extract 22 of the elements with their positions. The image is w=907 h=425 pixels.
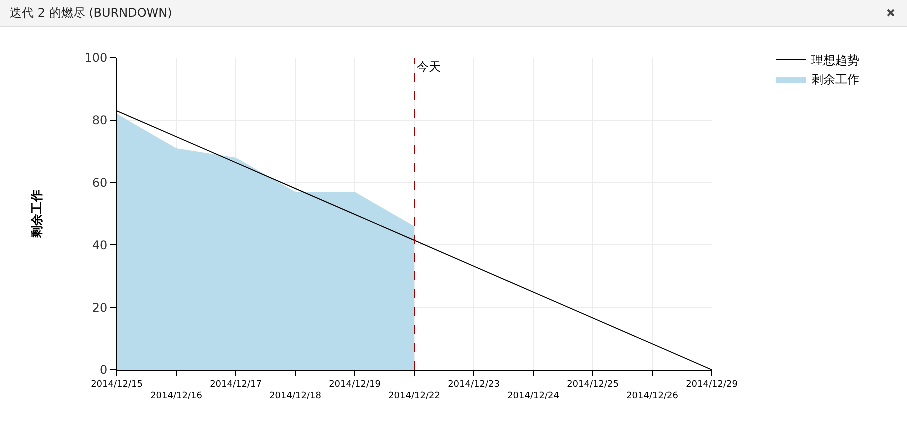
x-tick-label: 2014/12/19 xyxy=(329,380,382,390)
y-tick-label: 100 xyxy=(84,51,108,66)
y-tick-label: 80 xyxy=(92,114,108,128)
x-tick-label: 2014/12/26 xyxy=(626,392,679,402)
x-tick-label: 2014/12/15 xyxy=(91,380,143,390)
x-tick-label: 2014/12/29 xyxy=(686,380,738,390)
x-tick-label: 2014/12/23 xyxy=(448,380,500,390)
x-tick-label: 2014/12/22 xyxy=(388,392,440,402)
x-tick-label: 2014/12/16 xyxy=(150,392,203,402)
ref-line-label: 今天 xyxy=(417,60,441,74)
y-tick-label: 60 xyxy=(92,176,108,190)
x-tick-label: 2014/12/18 xyxy=(270,392,322,402)
y-tick-label: 0 xyxy=(100,363,108,378)
x-tick-label: 2014/12/17 xyxy=(210,380,262,390)
x-tick-label: 2014/12/24 xyxy=(508,392,560,402)
y-tick-label: 20 xyxy=(92,300,108,315)
x-tick-label: 2014/12/25 xyxy=(567,380,619,390)
chart-title: 迭代 2 的燃尽 (BURNDOWN) xyxy=(10,5,172,22)
y-axis-title: 剩余工作 xyxy=(30,190,44,239)
legend-label: 理想趋势 xyxy=(812,54,860,68)
y-tick-label: 40 xyxy=(92,238,108,252)
legend-label: 剩余工作 xyxy=(812,72,860,87)
